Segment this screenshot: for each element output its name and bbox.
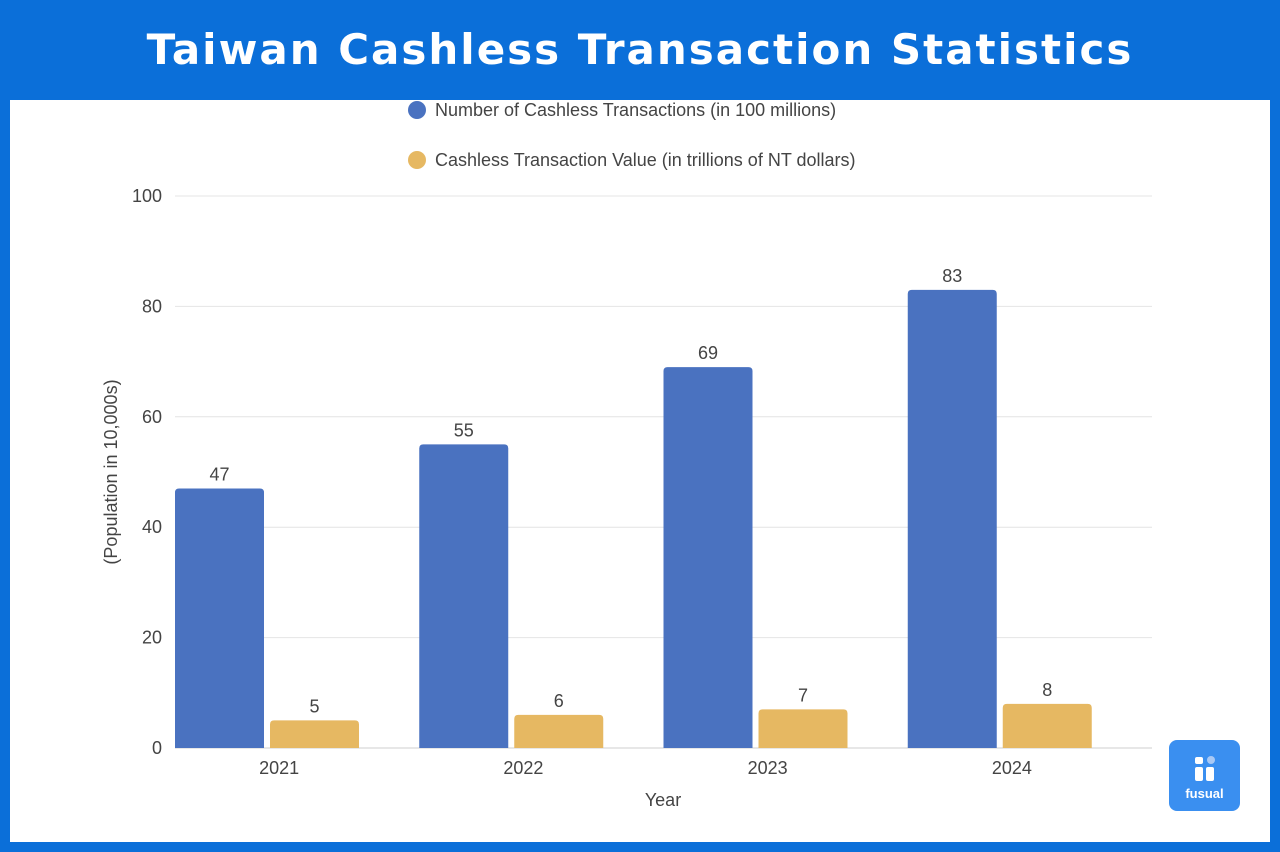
data-label: 6 — [554, 691, 564, 711]
bar-value-2024 — [1002, 703, 1092, 748]
y-tick-label: 0 — [152, 738, 162, 758]
x-axis-title: Year — [645, 790, 681, 810]
bar-value-2021 — [270, 720, 359, 748]
fusual-logo: fusual — [1169, 740, 1240, 811]
legend-marker — [408, 151, 426, 169]
data-label: 7 — [798, 685, 808, 705]
y-tick-label: 60 — [142, 407, 162, 427]
data-label: 47 — [209, 465, 229, 485]
bar-transactions-2022 — [419, 444, 509, 748]
y-tick-label: 100 — [132, 186, 162, 206]
x-tick-label: 2022 — [503, 758, 543, 778]
bar-transactions-2023 — [663, 367, 753, 748]
page-title: Taiwan Cashless Transaction Statistics — [146, 25, 1134, 74]
bar-value-2023 — [758, 709, 848, 748]
x-tick-label: 2024 — [992, 758, 1032, 778]
data-label: 69 — [698, 343, 718, 363]
legend-marker — [408, 101, 426, 119]
data-label: 83 — [942, 266, 962, 286]
y-axis-title: (Population in 10,000s) — [101, 379, 121, 564]
data-label: 8 — [1042, 680, 1052, 700]
svg-text:fusual: fusual — [1185, 786, 1223, 801]
data-label: 55 — [454, 420, 474, 440]
bar-value-2022 — [514, 714, 604, 748]
y-tick-label: 20 — [142, 628, 162, 648]
legend-label: Cashless Transaction Value (in trillions… — [435, 150, 856, 170]
y-tick-label: 40 — [142, 517, 162, 537]
bar-transactions-2024 — [907, 289, 997, 748]
bar-transactions-2021 — [175, 488, 264, 748]
x-tick-label: 2023 — [748, 758, 788, 778]
y-tick-label: 80 — [142, 296, 162, 316]
data-label: 5 — [309, 696, 319, 716]
logo-icon: fusual — [1185, 756, 1224, 801]
legend-label: Number of Cashless Transactions (in 100 … — [435, 100, 836, 120]
x-tick-label: 2021 — [259, 758, 299, 778]
